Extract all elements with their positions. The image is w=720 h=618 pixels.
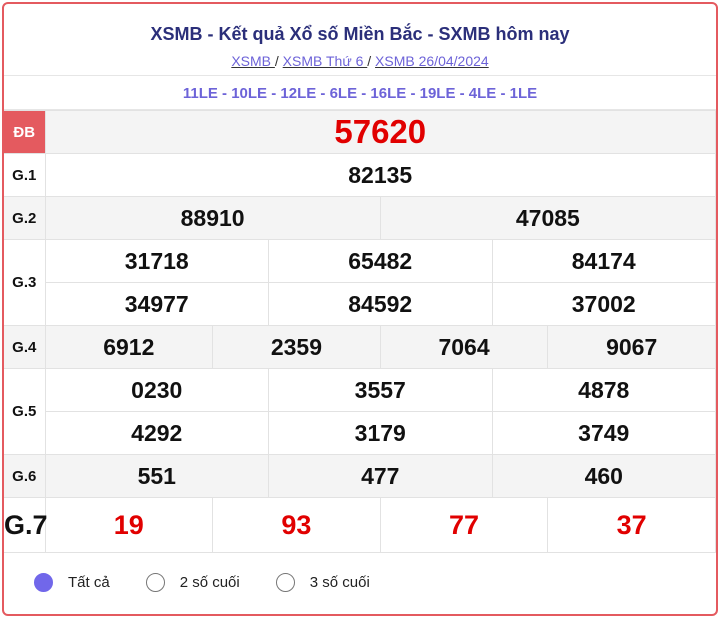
prize-number: 4878 — [491, 368, 716, 412]
breadcrumb-separator: / — [367, 53, 372, 69]
results-table: ĐB 57620 G.1 82135 G.2 88910 47085 G.3 3… — [4, 110, 716, 553]
radio-label: Tất cả — [68, 573, 110, 591]
prize-number: 2359 — [212, 325, 381, 369]
radio-last-2[interactable]: 2 số cuối — [145, 572, 240, 592]
prize-number: 37 — [547, 497, 716, 553]
prize-number: 88910 — [44, 196, 381, 240]
prize-row-g2: G.2 88910 47085 — [4, 196, 716, 240]
prize-number: 31718 — [44, 239, 269, 283]
prize-label: ĐB — [4, 110, 46, 154]
prize-number: 3557 — [268, 368, 493, 412]
prize-number: 477 — [268, 454, 493, 498]
prize-row-g5: G.5 0230 3557 4878 — [4, 368, 716, 455]
breadcrumb-date[interactable]: XSMB 26/04/2024 — [375, 53, 489, 69]
radio-selected-icon[interactable] — [34, 572, 53, 592]
prize-row-g5b: 4292 3179 3749 — [4, 411, 716, 455]
radio-label: 2 số cuối — [179, 573, 240, 591]
prize-row-g3: G.3 31718 65482 84174 — [4, 239, 716, 326]
prize-number: 93 — [212, 497, 381, 553]
prize-row-db: ĐB 57620 — [4, 110, 716, 154]
breadcrumb-xsmb[interactable]: XSMB — [231, 53, 275, 69]
breadcrumb-thu6[interactable]: XSMB Thứ 6 — [282, 53, 368, 69]
special-codes: 11LE - 10LE - 12LE - 6LE - 16LE - 19LE -… — [4, 76, 716, 110]
prize-row-g4: G.4 6912 2359 7064 9067 — [4, 325, 716, 369]
prize-number: 3179 — [268, 411, 493, 455]
radio-last-3[interactable]: 3 số cuối — [275, 572, 370, 592]
prize-number: 6912 — [44, 325, 214, 369]
prize-row-g7: G.7 19 93 77 37 — [4, 497, 716, 553]
prize-number: 4292 — [44, 411, 269, 455]
prize-number: 7064 — [379, 325, 549, 369]
prize-number: 19 — [44, 497, 214, 553]
prize-number: 65482 — [268, 239, 493, 283]
prize-label: G.6 — [4, 454, 46, 498]
prize-number: 47085 — [379, 196, 716, 240]
prize-row-g1: G.1 82135 — [4, 153, 716, 197]
header: XSMB - Kết quả Xổ số Miền Bắc - SXMB hôm… — [4, 4, 716, 76]
prize-number: 3749 — [491, 411, 716, 455]
prize-label: G.2 — [4, 196, 46, 240]
prize-number: 37002 — [491, 282, 716, 326]
prize-number: 34977 — [44, 282, 269, 326]
page-title: XSMB - Kết quả Xổ số Miền Bắc - SXMB hôm… — [150, 24, 570, 44]
prize-label: G.3 — [4, 239, 46, 326]
prize-row-g3b: 34977 84592 37002 — [4, 282, 716, 326]
prize-row-g6: G.6 551 477 460 — [4, 454, 716, 498]
prize-number: 57620 — [44, 110, 716, 154]
prize-number: 0230 — [44, 368, 269, 412]
breadcrumb-separator: / — [274, 53, 279, 69]
prize-number: 77 — [379, 497, 549, 553]
prize-number: 9067 — [547, 325, 716, 369]
radio-unselected-icon[interactable] — [145, 572, 165, 592]
radio-all[interactable]: Tất cả — [34, 572, 110, 592]
radio-unselected-icon[interactable] — [275, 572, 295, 592]
prize-number: 82135 — [44, 153, 716, 197]
display-filter: Tất cả 2 số cuối 3 số cuối — [4, 553, 716, 611]
prize-number: 551 — [44, 454, 269, 498]
prize-number: 84174 — [491, 239, 716, 283]
prize-number: 460 — [491, 454, 716, 498]
breadcrumb: XSMB / XSMB Thứ 6 / XSMB 26/04/2024 — [4, 53, 716, 69]
prize-label: G.7 — [4, 497, 48, 553]
prize-number: 84592 — [268, 282, 493, 326]
prize-label: G.4 — [4, 325, 46, 369]
radio-label: 3 số cuối — [309, 573, 370, 591]
prize-label: G.5 — [4, 368, 46, 455]
prize-label: G.1 — [4, 153, 46, 197]
